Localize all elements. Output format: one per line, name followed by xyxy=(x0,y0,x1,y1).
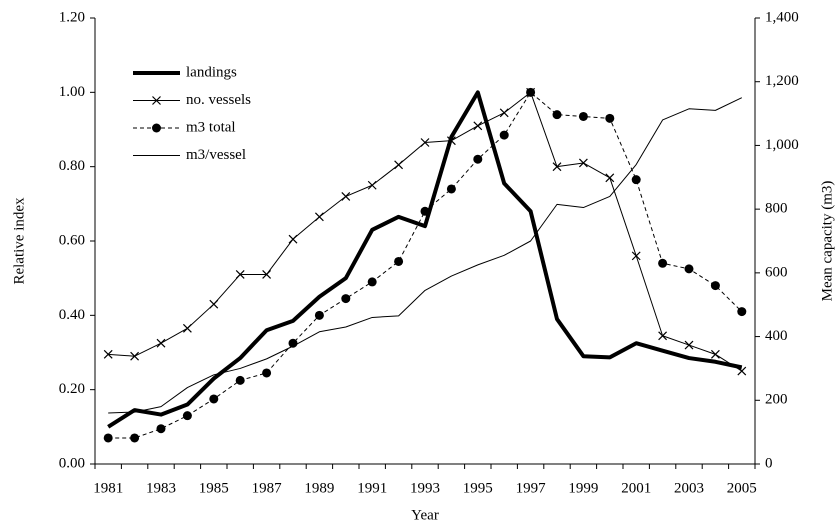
y2-tick-label: 0 xyxy=(765,455,773,471)
x-tick-label: 1985 xyxy=(199,480,229,496)
data-point xyxy=(552,110,562,120)
legend-label: no. vessels xyxy=(186,92,251,108)
x-tick-label: 1981 xyxy=(93,480,123,496)
data-point xyxy=(182,411,192,421)
y2-axis-label: Mean capacity (m3) xyxy=(819,181,835,302)
x-axis-label: Year xyxy=(411,507,439,523)
data-point xyxy=(182,323,192,333)
y2-tick-label: 1,200 xyxy=(765,73,799,89)
x-tick-label: 1997 xyxy=(516,480,547,496)
data-point xyxy=(156,338,166,348)
y-tick-label: 1.20 xyxy=(59,9,85,25)
x-tick-label: 2003 xyxy=(674,480,704,496)
x-tick-label: 2005 xyxy=(727,480,757,496)
data-point xyxy=(710,349,720,359)
data-point xyxy=(209,299,219,309)
y-tick-label: 0.20 xyxy=(59,381,85,397)
data-point xyxy=(710,281,720,291)
y2-tick-label: 1,000 xyxy=(765,137,799,153)
x-tick-label: 1993 xyxy=(410,480,440,496)
legend-label: m3 total xyxy=(186,119,236,135)
x-tick-label: 1989 xyxy=(304,480,334,496)
data-point xyxy=(684,340,694,350)
data-point xyxy=(473,154,483,164)
data-point xyxy=(578,111,588,121)
legend-label: m3/vessel xyxy=(186,147,246,163)
data-point xyxy=(631,251,641,261)
x-tick-label: 2001 xyxy=(621,480,651,496)
data-point xyxy=(446,136,456,146)
data-point xyxy=(156,424,166,434)
y-tick-label: 0.80 xyxy=(59,158,85,174)
y-tick-label: 1.00 xyxy=(59,84,85,100)
data-point xyxy=(103,433,113,443)
y2-tick-label: 600 xyxy=(765,264,788,280)
data-point xyxy=(235,375,245,385)
legend-marker xyxy=(152,123,161,133)
data-point xyxy=(658,331,668,341)
legend-label: landings xyxy=(186,64,237,80)
y2-tick-label: 1,400 xyxy=(765,9,799,25)
data-point xyxy=(103,349,113,359)
data-point xyxy=(341,294,351,304)
data-point xyxy=(341,191,351,201)
data-point xyxy=(737,307,747,317)
data-point xyxy=(446,184,456,194)
data-point xyxy=(420,138,430,147)
data-point xyxy=(314,212,324,222)
y-tick-label: 0.40 xyxy=(59,307,85,323)
data-point xyxy=(658,258,668,268)
y-axis-label: Relative index xyxy=(11,197,27,285)
data-point xyxy=(605,173,615,183)
data-point xyxy=(499,108,509,118)
data-point xyxy=(420,206,430,216)
series-line xyxy=(107,90,743,429)
data-point xyxy=(737,366,747,376)
data-point xyxy=(130,351,140,361)
data-point xyxy=(314,310,324,320)
data-point xyxy=(262,270,272,279)
data-point xyxy=(394,160,404,170)
x-tick-label: 1995 xyxy=(463,480,493,496)
data-point xyxy=(209,394,219,404)
data-point xyxy=(473,121,483,131)
x-tick-label: 1999 xyxy=(568,480,598,496)
data-point xyxy=(552,162,562,172)
legend-marker xyxy=(152,96,161,105)
data-point xyxy=(684,264,694,274)
x-tick-label: 1987 xyxy=(252,480,283,496)
y2-tick-label: 800 xyxy=(765,201,788,217)
y-tick-label: 0.00 xyxy=(59,455,85,471)
data-point xyxy=(631,175,641,185)
data-point xyxy=(130,433,140,443)
data-point xyxy=(288,234,298,244)
x-tick-label: 1983 xyxy=(146,480,176,496)
data-point xyxy=(235,270,245,279)
data-point xyxy=(367,180,377,190)
series-line xyxy=(108,97,743,414)
data-point xyxy=(526,87,536,97)
data-point xyxy=(578,158,588,168)
data-point xyxy=(499,130,509,140)
y-tick-label: 0.60 xyxy=(59,232,85,248)
data-point xyxy=(367,277,377,287)
y2-tick-label: 400 xyxy=(765,328,788,344)
x-tick-label: 1991 xyxy=(357,480,387,496)
data-point xyxy=(262,368,272,378)
y2-tick-label: 200 xyxy=(765,392,788,408)
data-point xyxy=(605,113,615,123)
data-point xyxy=(394,256,404,266)
